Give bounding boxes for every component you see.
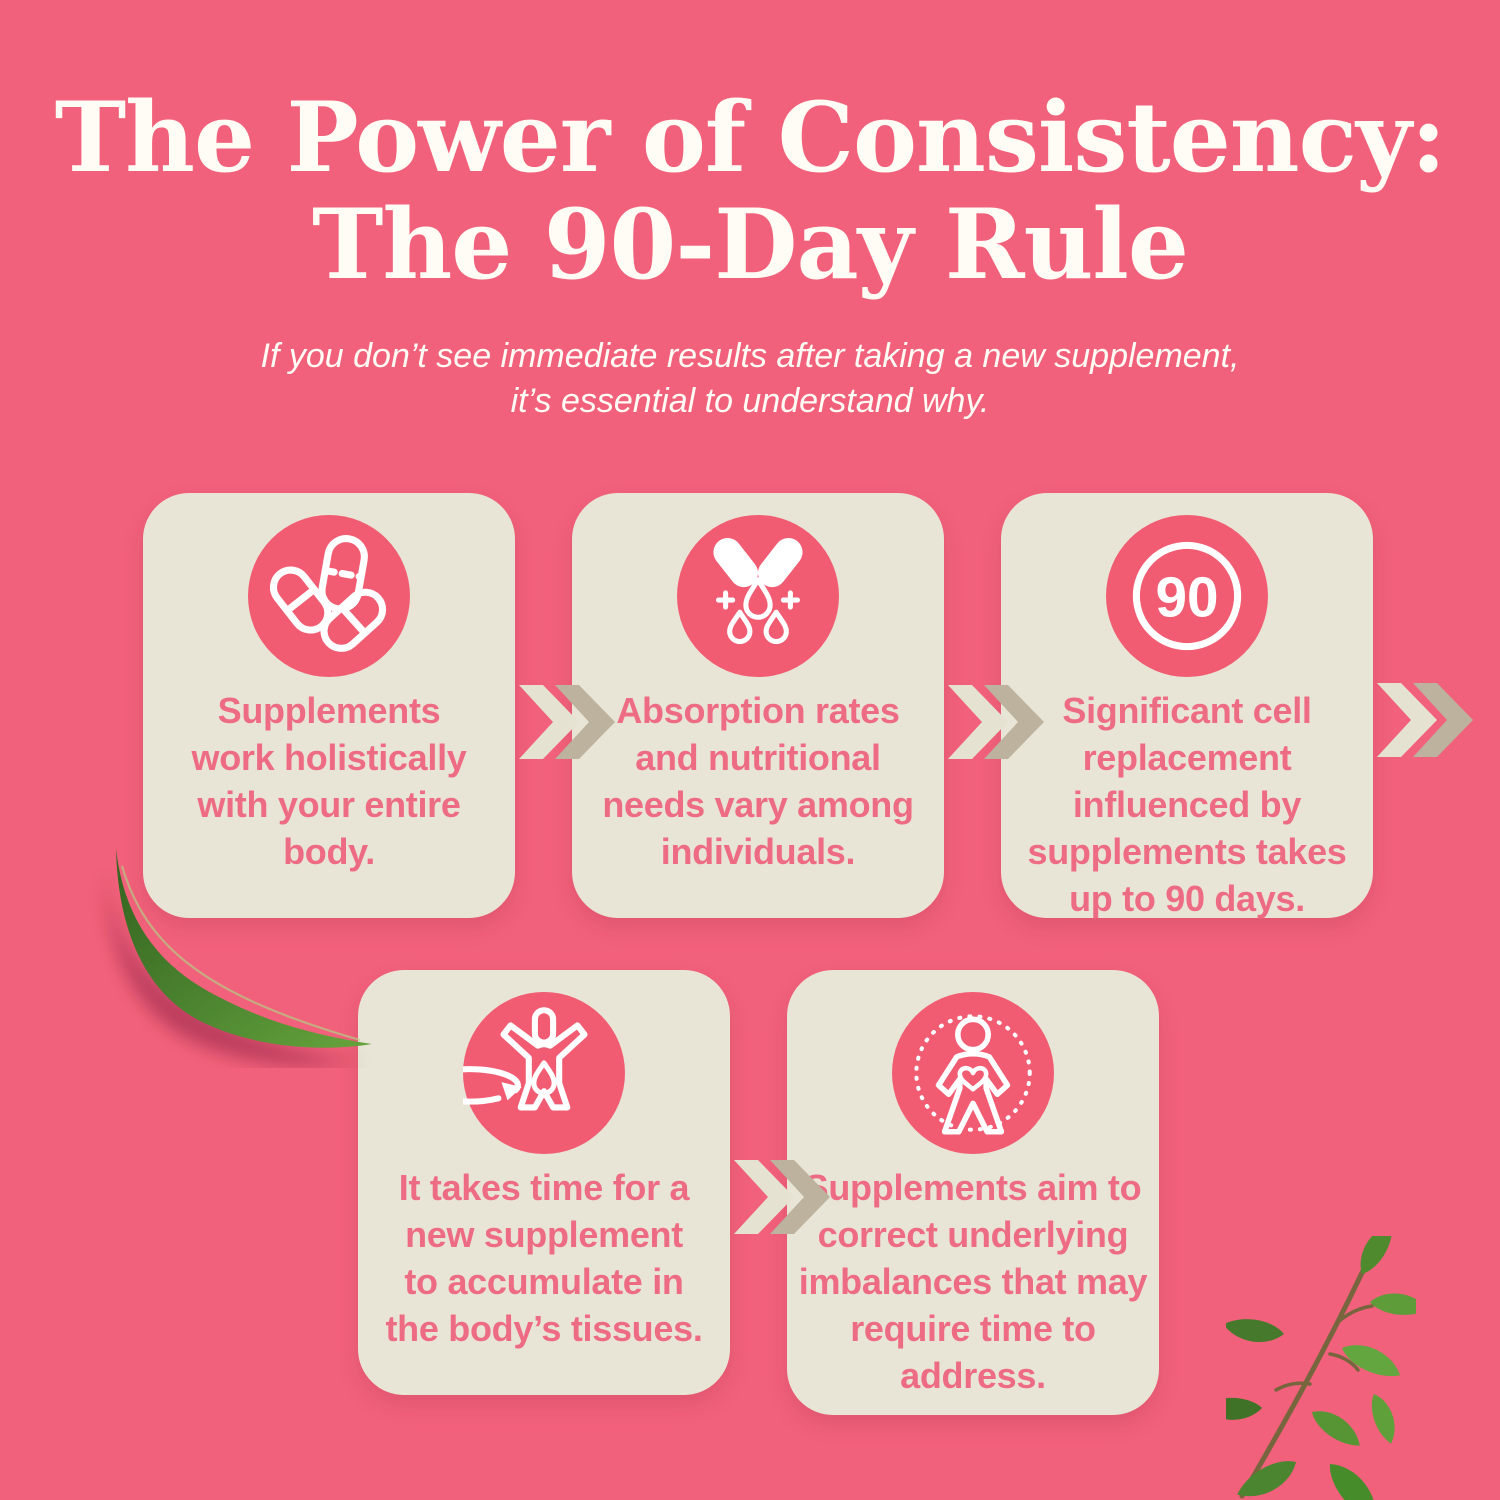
card-text: Supplements aim to correct underlying im… — [798, 1164, 1148, 1399]
badge-90-label: 90 — [1155, 567, 1218, 630]
title-line-1: The Power of Consistency: — [54, 81, 1447, 194]
card-text-line: and nutritional — [635, 737, 881, 778]
capsule-drops-icon — [677, 515, 839, 677]
card-text-line: Supplements — [217, 690, 441, 731]
card-absorption-rates: Absorption rates and nutritional needs v… — [572, 493, 944, 918]
card-text-line: new supplement — [405, 1214, 683, 1255]
body-accumulation-icon — [463, 992, 625, 1154]
card-text-line: influenced by — [1072, 784, 1302, 825]
leaf-decoration-icon — [104, 848, 372, 1066]
card-text: Absorption rates and nutritional needs v… — [602, 687, 914, 875]
chevron-arrow-4 — [734, 1160, 830, 1234]
card-correct-imbalances: Supplements aim to correct underlying im… — [787, 970, 1159, 1415]
title-line-2: The 90-Day Rule — [312, 188, 1189, 301]
chevron-arrow-3 — [1377, 683, 1473, 757]
card-supplements-holistic: Supplements work holistically with your … — [143, 493, 515, 918]
pills-icon-graphic — [269, 535, 387, 652]
card-text: Supplements work holistically with your … — [192, 687, 467, 875]
card-text-line: the body’s tissues. — [385, 1308, 703, 1349]
body-accumulation-graphic — [463, 1007, 588, 1111]
card-text: Significant cell replacement influenced … — [1027, 687, 1346, 922]
card-accumulation-time: It takes time for a new supplement to ac… — [358, 970, 730, 1395]
card-text-line: work holistically — [191, 737, 467, 778]
page-subtitle: If you don’t see immediate results after… — [0, 334, 1500, 424]
chevron-arrow-2 — [948, 685, 1044, 759]
card-text-line: require time to — [850, 1308, 1096, 1349]
card-text-line: correct underlying — [817, 1214, 1129, 1255]
card-text-line: It takes time for a — [398, 1167, 690, 1208]
page-title: The Power of Consistency: The 90-Day Rul… — [0, 84, 1500, 298]
card-text-line: Supplements aim to — [804, 1167, 1142, 1208]
card-text-line: with your entire — [197, 784, 461, 825]
card-text-line: replacement — [1082, 737, 1292, 778]
card-text-line: imbalances that may — [798, 1261, 1148, 1302]
card-text-line: individuals. — [660, 831, 856, 872]
subtitle-line-1: If you don’t see immediate results after… — [260, 337, 1240, 375]
90-days-badge-graphic: 90 — [1132, 541, 1242, 651]
body-balance-icon — [892, 992, 1054, 1154]
card-text-line: up to 90 days. — [1069, 878, 1305, 919]
card-90-day-cell-replacement: 90 Significant cell replacement influenc… — [1001, 493, 1373, 919]
chevron-arrow-1 — [519, 685, 615, 759]
card-text: It takes time for a new supplement to ac… — [385, 1164, 702, 1352]
body-balance-graphic — [914, 1014, 1032, 1135]
card-text-line: supplements takes — [1027, 831, 1347, 872]
card-text-line: address. — [900, 1355, 1046, 1396]
90-days-badge-icon: 90 — [1106, 515, 1268, 677]
card-text-line: Absorption rates — [616, 690, 900, 731]
card-text-line: to accumulate in — [404, 1261, 684, 1302]
card-text-line: body. — [283, 831, 375, 872]
capsule-drops-icon-graphic — [713, 538, 803, 645]
subtitle-line-2: it’s essential to understand why. — [510, 382, 990, 420]
branch-decoration-icon — [1226, 1236, 1416, 1500]
card-text-line: Significant cell — [1062, 690, 1312, 731]
pills-icon — [248, 515, 410, 677]
card-text-line: needs vary among — [602, 784, 914, 825]
